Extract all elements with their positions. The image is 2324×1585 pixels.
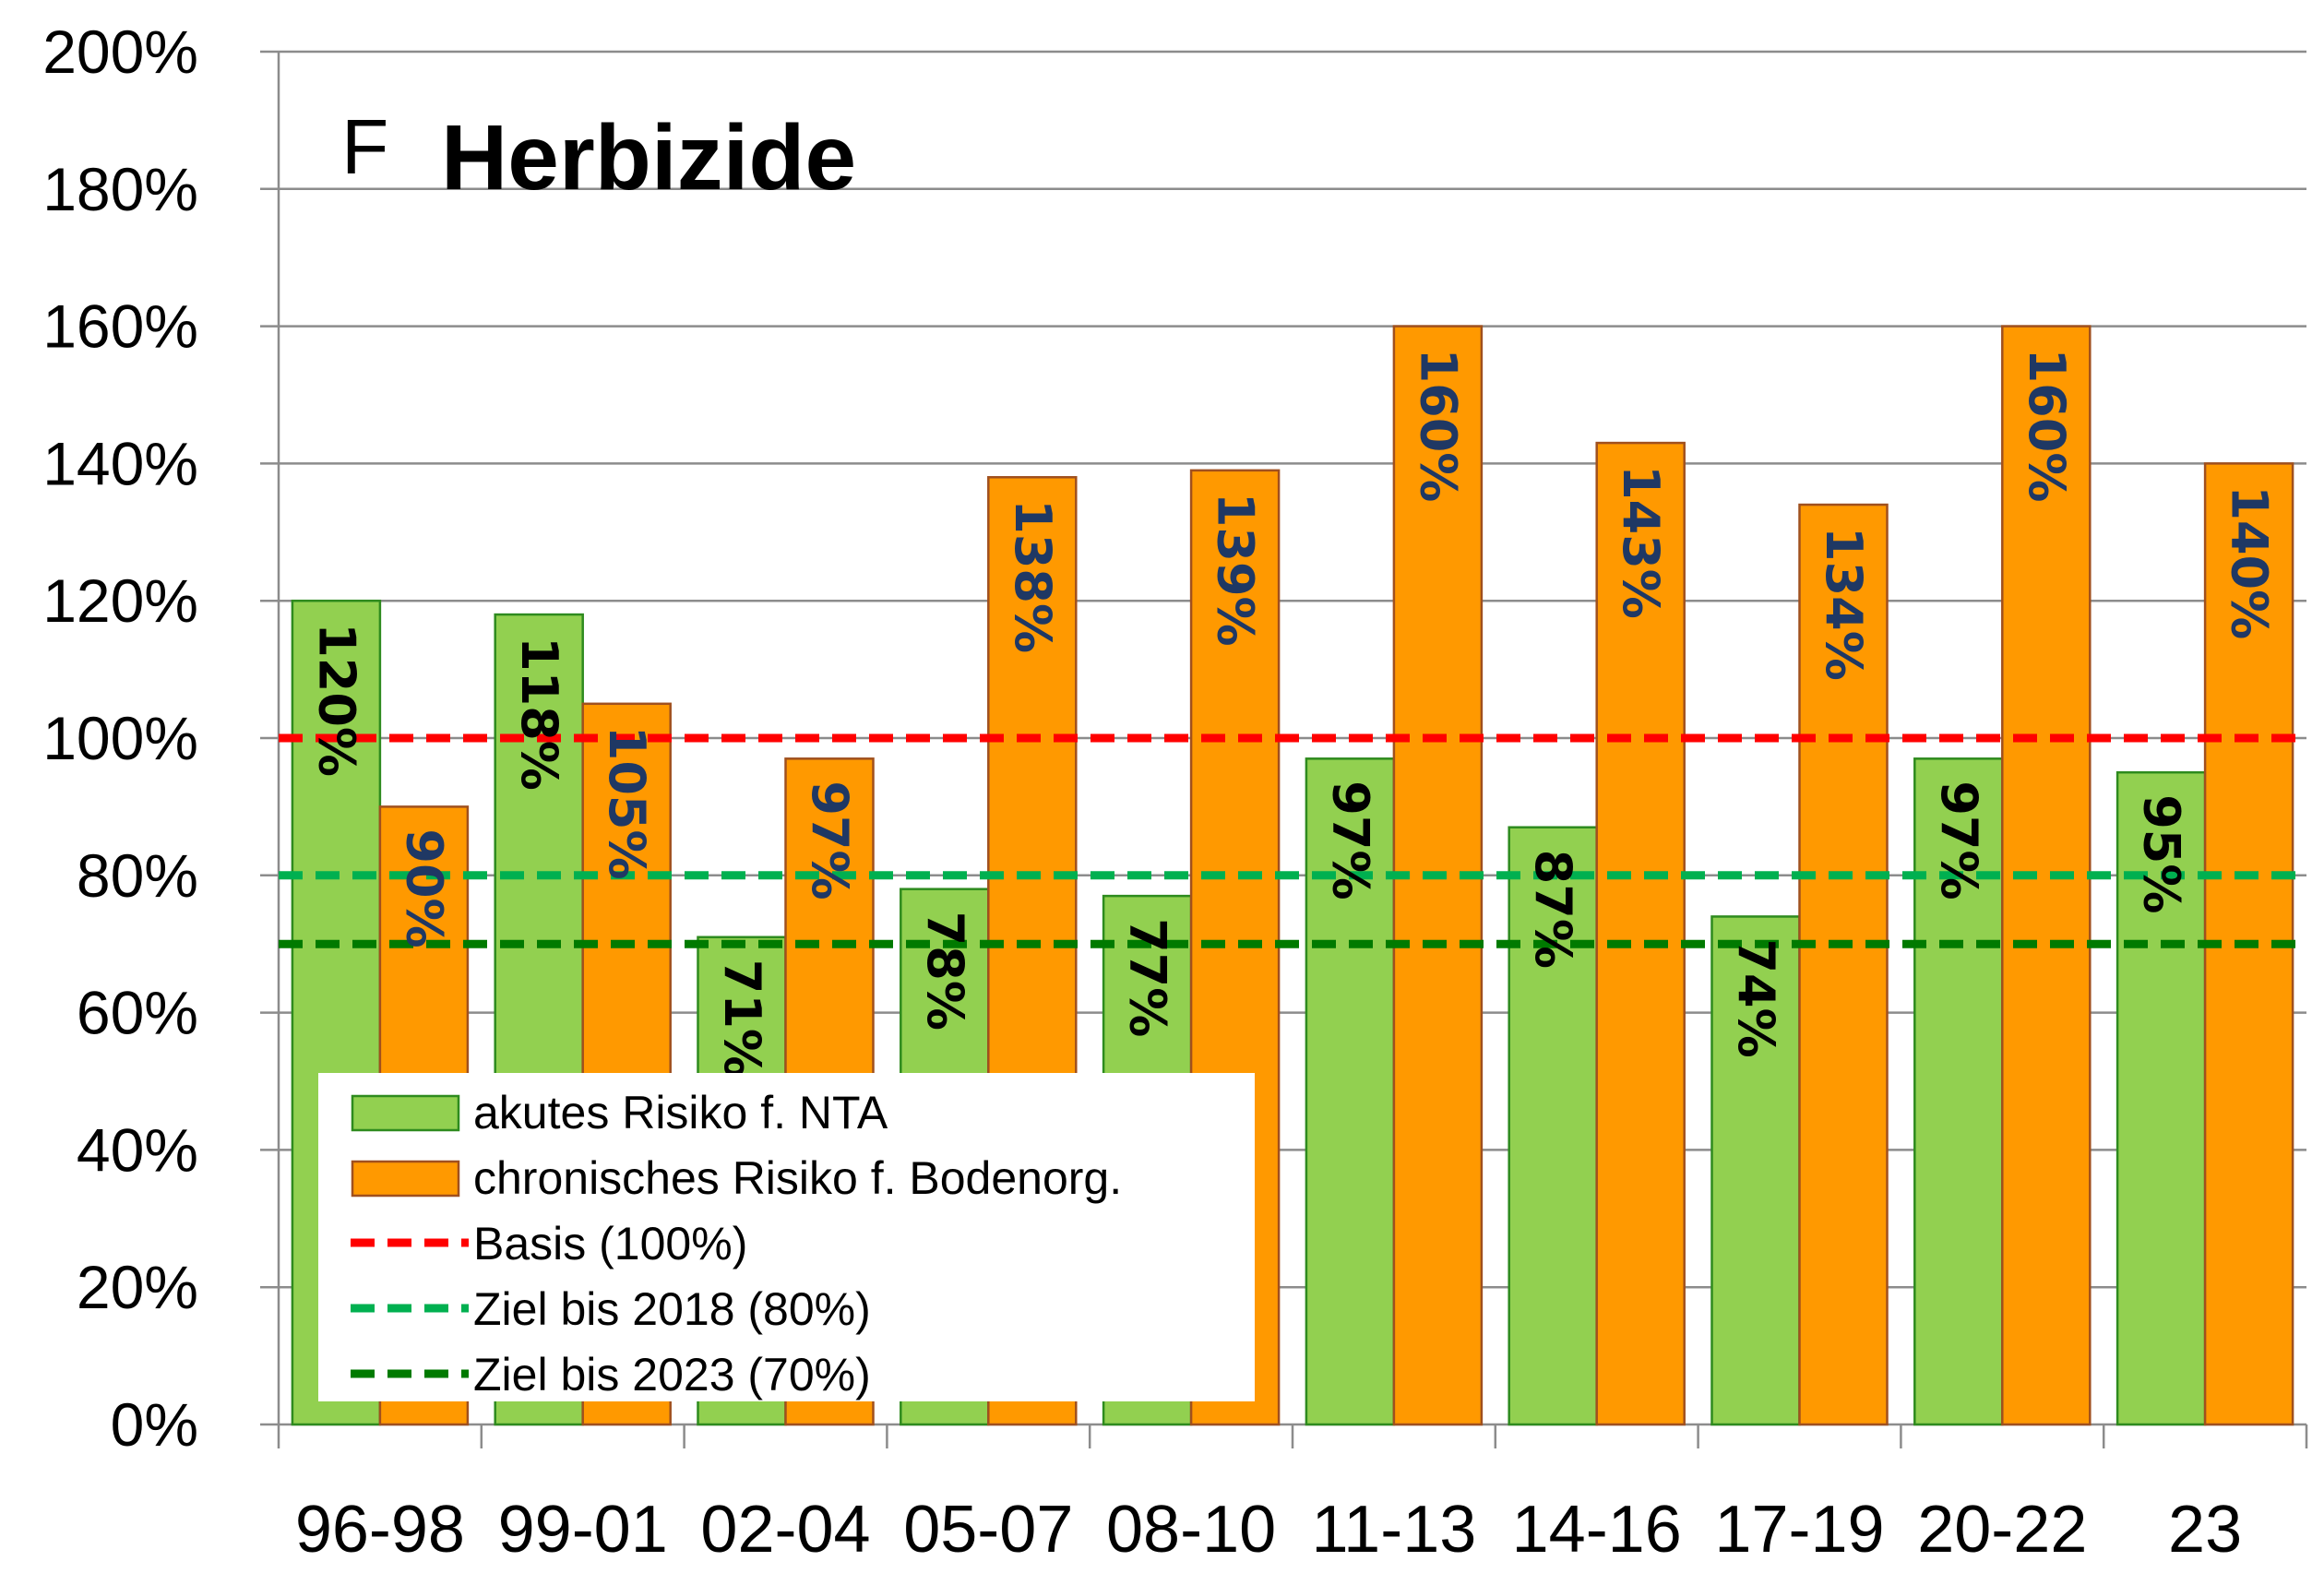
- data-label: 74%: [1727, 938, 1785, 1057]
- legend-label: Ziel bis 2023 (70%): [473, 1349, 871, 1400]
- data-label: 138%: [1004, 499, 1062, 653]
- panel-letter: F: [341, 103, 388, 190]
- data-label: 160%: [1409, 349, 1467, 503]
- bar: [1595, 441, 1686, 1426]
- y-tick-label: 100%: [42, 704, 198, 772]
- y-tick-label: 120%: [42, 566, 198, 635]
- y-tick-label: 0%: [111, 1390, 198, 1459]
- x-tick-label: 08-10: [1106, 1493, 1276, 1567]
- x-tick-label: 14-16: [1512, 1493, 1682, 1567]
- legend-box: [318, 1073, 1255, 1401]
- data-label: 97%: [1930, 781, 1988, 900]
- data-label: 118%: [510, 637, 568, 791]
- data-labels: 120% 118% 71% 78% 77% 97% 87% 74% 97% 95% 90% 105% 9…: [307, 349, 2278, 1079]
- legend-label: Basis (100%): [473, 1218, 747, 1269]
- data-label: 140%: [2221, 485, 2279, 639]
- y-tick-label: 200%: [42, 18, 198, 86]
- legend: akutes Risiko f. NTA chronisches Risiko f…: [318, 1073, 1255, 1401]
- x-tick-label: 11-13: [1311, 1493, 1476, 1567]
- x-tick-label: 05-07: [903, 1493, 1073, 1567]
- x-tick-label: 23: [2168, 1493, 2242, 1567]
- x-tick-label: 17-19: [1714, 1493, 1884, 1567]
- reference-lines: [279, 733, 2306, 948]
- x-tick-label: 99-01: [498, 1493, 668, 1567]
- chart-title: Herbizide: [441, 106, 856, 209]
- x-tick-label: 96-98: [295, 1493, 465, 1567]
- bar: [1508, 826, 1598, 1426]
- data-label: 87%: [1524, 850, 1582, 969]
- y-tick-label: 180%: [42, 155, 198, 223]
- bar: [1798, 503, 1889, 1426]
- data-label: 105%: [598, 726, 656, 880]
- y-tick-label: 20%: [77, 1253, 198, 1321]
- data-label: 90%: [395, 828, 453, 947]
- data-label: 97%: [1321, 781, 1379, 900]
- legend-swatch: [351, 1160, 460, 1198]
- bar: [2115, 770, 2207, 1426]
- y-tick-label: 40%: [77, 1115, 198, 1184]
- data-label: 139%: [1207, 493, 1265, 647]
- x-axis: 96-98 99-01 02-04 05-07 08-10 11-13 14-16 17-19…: [277, 1423, 2308, 1567]
- x-tick-label: 02-04: [700, 1493, 870, 1567]
- y-tick-label: 160%: [42, 292, 198, 361]
- data-label: 120%: [307, 623, 365, 777]
- bar: [1305, 757, 1396, 1426]
- data-label: 134%: [1815, 527, 1873, 681]
- data-label: 77%: [1119, 918, 1177, 1037]
- legend-swatch: [351, 1094, 460, 1132]
- legend-label: Ziel bis 2018 (80%): [473, 1283, 871, 1335]
- bar: [1913, 757, 2004, 1426]
- legend-label: akutes Risiko f. NTA: [473, 1087, 888, 1138]
- y-tick-label: 140%: [42, 429, 198, 497]
- y-tick-label: 80%: [77, 841, 198, 910]
- data-label: 71%: [713, 959, 771, 1079]
- data-label: 78%: [916, 912, 974, 1031]
- y-axis: 0% 20% 40% 60% 80% 100% 120% 140% 160% 180% 200%: [42, 18, 280, 1459]
- bar: [1710, 915, 1801, 1426]
- y-tick-label: 60%: [77, 979, 198, 1047]
- data-label: 143%: [1612, 465, 1670, 619]
- x-tick-label: 20-22: [1917, 1493, 2087, 1567]
- data-label: 160%: [2018, 349, 2076, 503]
- data-label: 97%: [801, 781, 859, 900]
- data-label: 95%: [2133, 794, 2191, 913]
- legend-label: chronisches Risiko f. Bodenorg.: [473, 1152, 1122, 1204]
